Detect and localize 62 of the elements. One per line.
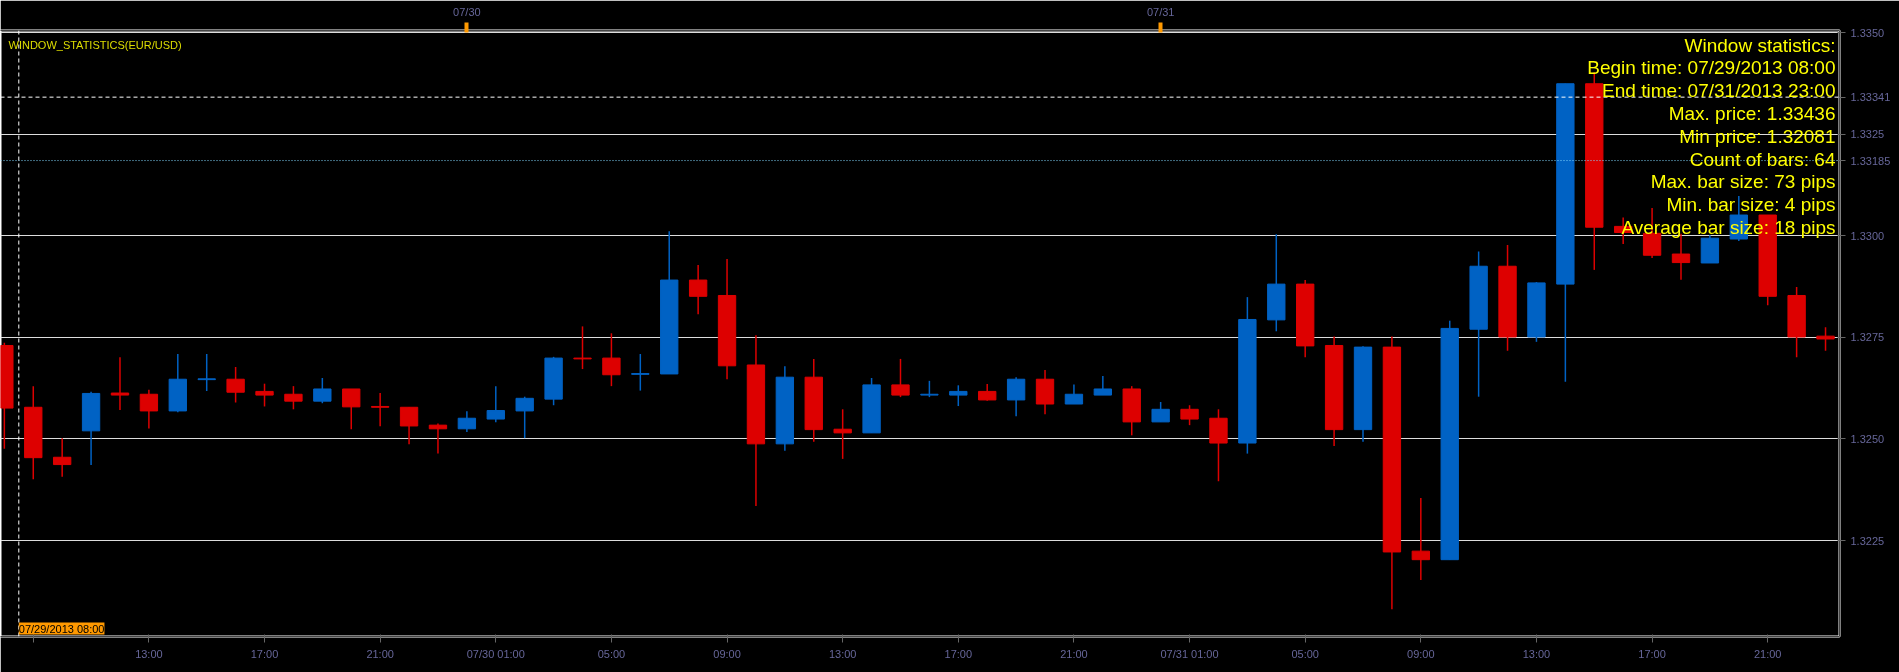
y-tick-label: 1.3250 bbox=[1850, 432, 1885, 445]
annotation: Max. bar size: 73 pips bbox=[1650, 171, 1836, 193]
annotation: Min. bar size: 4 pips bbox=[1666, 194, 1836, 216]
annotation: Count of bars: 64 bbox=[1689, 148, 1836, 170]
candlestick bbox=[399, 406, 419, 445]
x-tick-label: 05:00 bbox=[597, 647, 626, 660]
x-tick-label: 13:00 bbox=[135, 647, 163, 660]
candlestick bbox=[833, 408, 852, 460]
candlestick bbox=[255, 382, 274, 408]
y-tick-label: 1.3225 bbox=[1850, 534, 1885, 547]
x-tick-label: 17:00 bbox=[250, 647, 279, 660]
x-tick-label: 09:00 bbox=[1407, 647, 1435, 660]
x2-tick-label: 07/30 bbox=[453, 5, 481, 18]
y-tick-label: 1.3300 bbox=[1850, 229, 1885, 242]
x-tick-label: 13:00 bbox=[828, 647, 857, 660]
candlestick bbox=[1093, 375, 1113, 396]
y-tick-label: 1.3350 bbox=[1850, 26, 1885, 39]
candlestick bbox=[1816, 326, 1835, 352]
candlestick bbox=[1151, 401, 1170, 423]
ref-line-label: 07/29/2013 08:00 bbox=[18, 622, 105, 635]
candlestick bbox=[53, 437, 72, 478]
candlestick bbox=[110, 356, 130, 411]
candlestick bbox=[688, 264, 708, 315]
candlestick bbox=[370, 392, 390, 428]
x-tick-label: 09:00 bbox=[713, 647, 741, 660]
x-tick-label: 13:00 bbox=[1522, 647, 1551, 660]
x-tick-label: 21:00 bbox=[1060, 647, 1088, 660]
x-tick-label: 07/31 01:00 bbox=[1160, 647, 1219, 660]
candlestick bbox=[1064, 383, 1084, 405]
candlestick bbox=[515, 395, 534, 439]
candlestick bbox=[342, 388, 361, 430]
candlestick bbox=[197, 353, 216, 392]
annotation: End time: 07/31/2013 23:00 bbox=[1602, 80, 1836, 102]
annotation: Begin time: 07/29/2013 08:00 bbox=[1587, 57, 1836, 79]
annotation: Window statistics: bbox=[1684, 34, 1836, 56]
ref-line-label: 1.33341 bbox=[1850, 91, 1891, 104]
annotation: Max. price: 1.33436 bbox=[1668, 102, 1836, 124]
candlestick bbox=[313, 377, 332, 404]
x-tick-label: 05:00 bbox=[1291, 647, 1319, 660]
candlestick bbox=[139, 389, 159, 430]
x-tick-label: 17:00 bbox=[944, 647, 973, 660]
candlestick bbox=[1006, 376, 1026, 417]
y-tick-label: 1.3325 bbox=[1850, 128, 1885, 141]
candlestick bbox=[284, 385, 303, 411]
ref-line-label: 1.33185 bbox=[1850, 154, 1891, 167]
text: WINDOW_STATISTICS(EUR/USD) bbox=[8, 38, 182, 51]
candlestick bbox=[602, 332, 621, 387]
candlestick bbox=[949, 384, 968, 407]
candlestick bbox=[891, 358, 910, 398]
x-tick-label: 21:00 bbox=[1753, 647, 1782, 660]
x-tick-label: 21:00 bbox=[366, 647, 394, 660]
candlestick bbox=[457, 410, 477, 433]
candlestick bbox=[1411, 497, 1430, 581]
candlestick bbox=[631, 353, 650, 392]
x2-tick-label: 07/31 bbox=[1146, 5, 1175, 18]
candlestick bbox=[486, 385, 505, 424]
y-tick-label: 1.3275 bbox=[1850, 331, 1885, 344]
candlestick bbox=[226, 366, 245, 404]
x-tick-label: 17:00 bbox=[1638, 647, 1666, 660]
x-tick-label: 07/30 01:00 bbox=[466, 647, 525, 660]
candlestick bbox=[573, 325, 592, 370]
candlestick bbox=[1180, 404, 1199, 426]
